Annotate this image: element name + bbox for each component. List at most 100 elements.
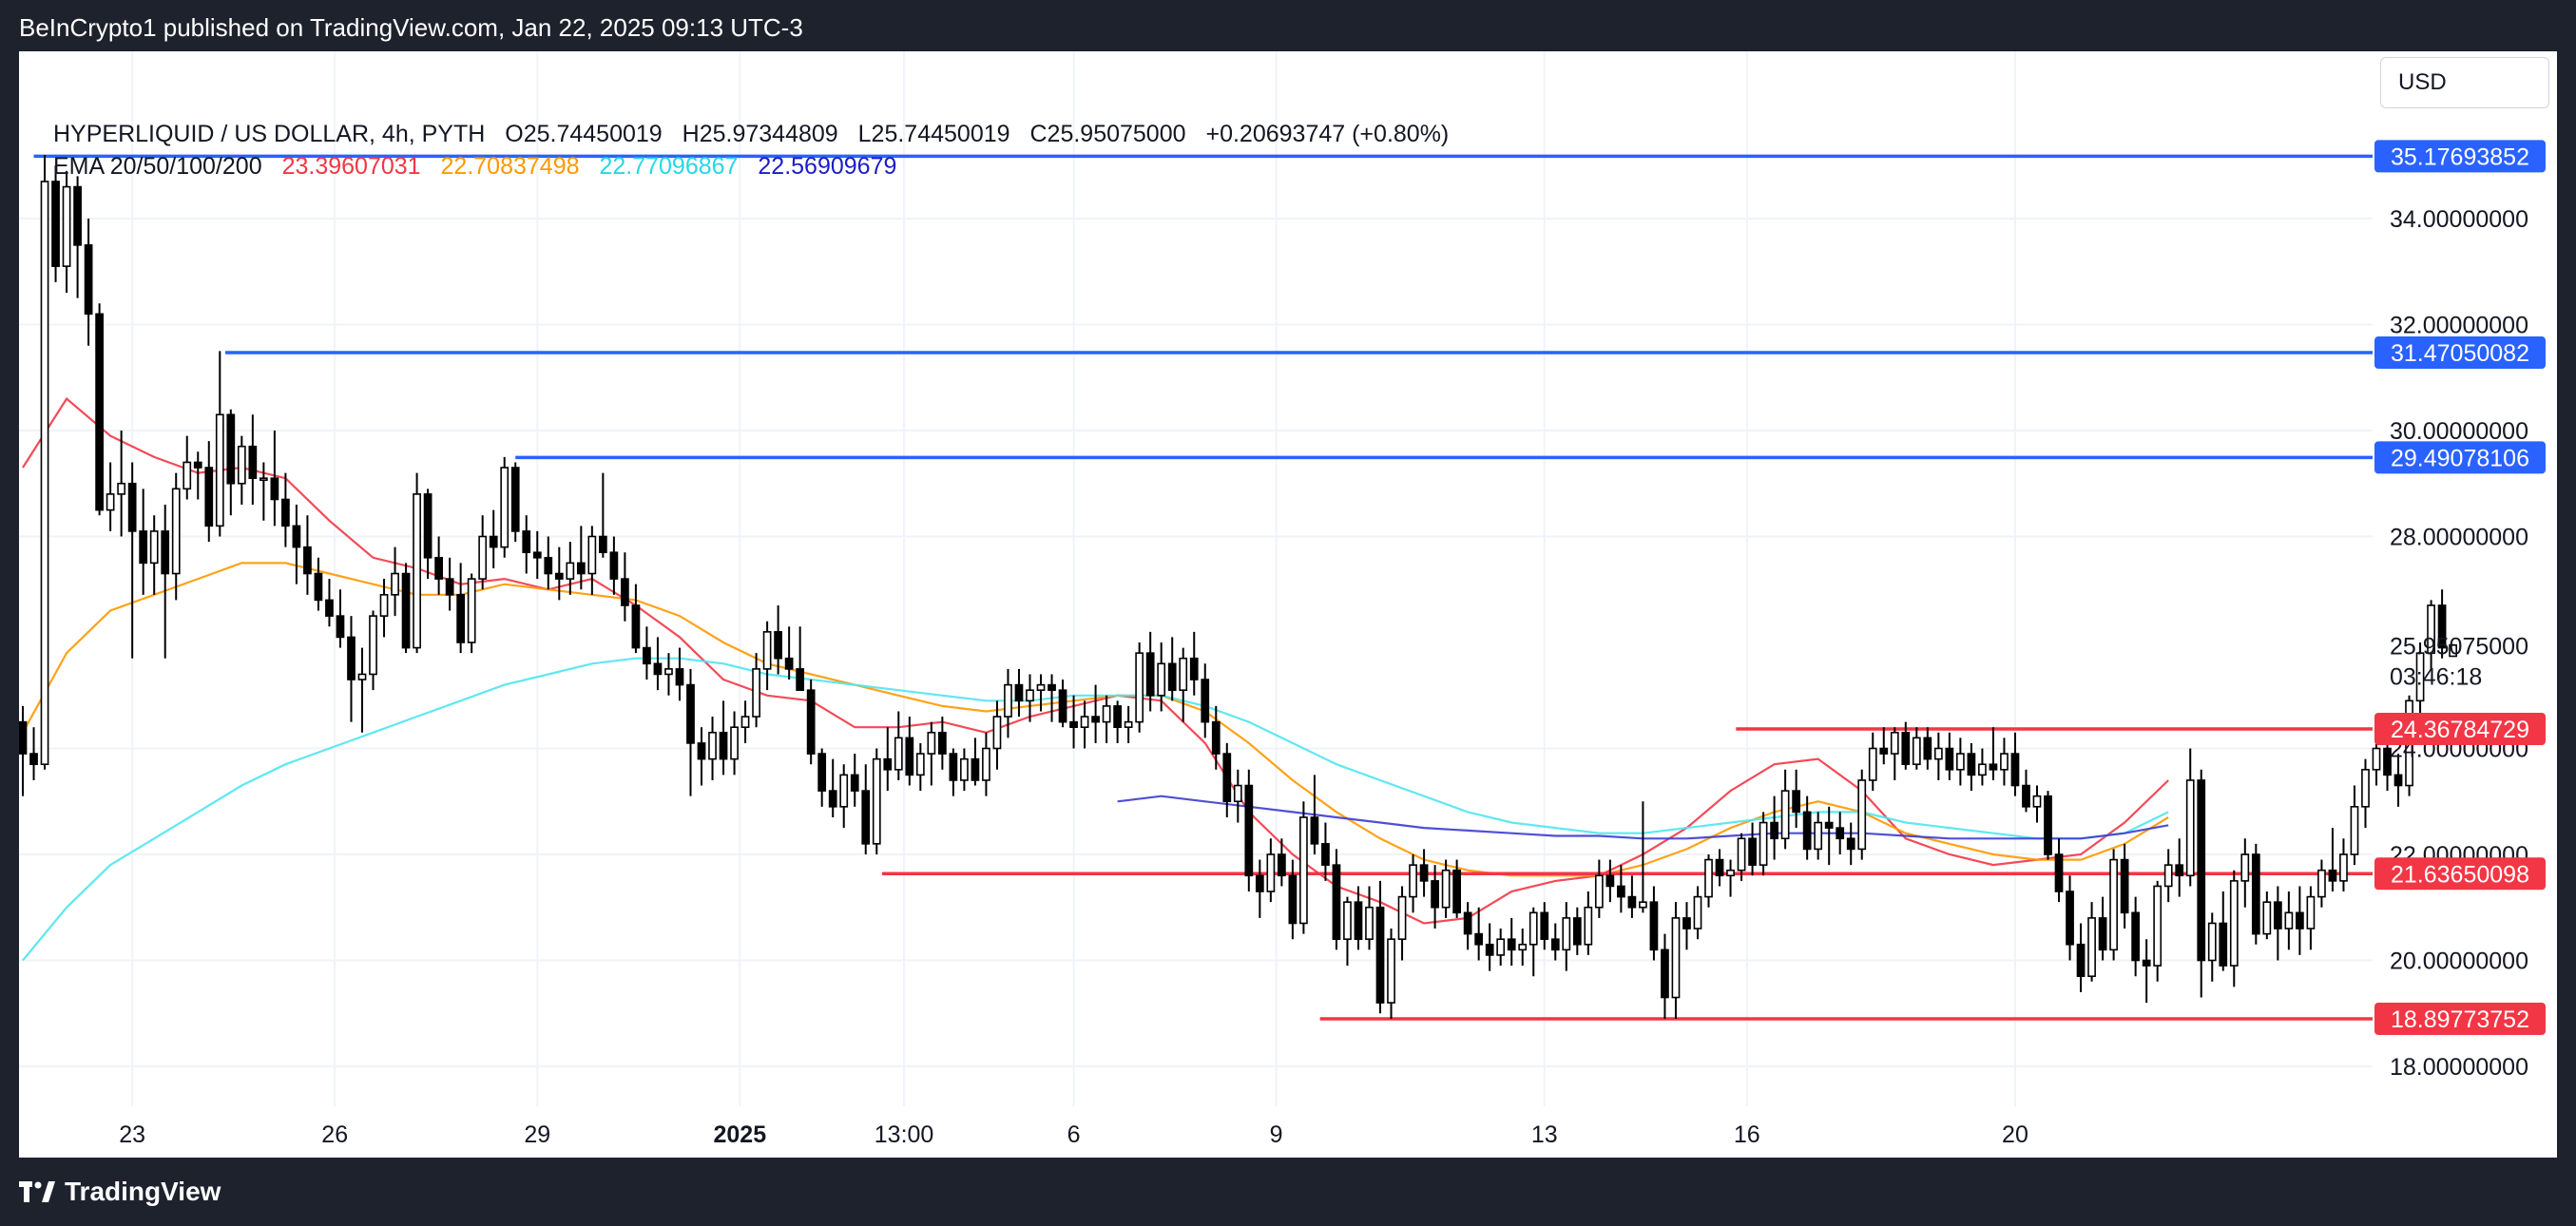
- candle-body: [796, 668, 805, 691]
- candle-body: [1661, 948, 1669, 999]
- candle-body: [1375, 906, 1385, 1004]
- candle-body: [1474, 932, 1484, 946]
- resistance-level-label-bg: [2374, 336, 2546, 370]
- candle-body: [500, 467, 509, 548]
- candle-body: [784, 657, 794, 670]
- candle-body: [434, 556, 443, 580]
- candle-body: [1682, 917, 1691, 929]
- candle-body: [2317, 869, 2326, 898]
- candle-body: [1102, 705, 1111, 723]
- candle-body: [1989, 763, 1998, 771]
- candle-body: [960, 757, 969, 781]
- candle-body: [817, 753, 827, 792]
- horizontal-levels: [33, 154, 2373, 1021]
- candle-body: [1332, 864, 1341, 941]
- x-tick-label: 13: [1531, 1121, 1558, 1148]
- candle-body: [1167, 662, 1177, 691]
- candle-body: [1124, 720, 1133, 728]
- published-info: BeInCrypto1 published on TradingView.com…: [19, 13, 803, 42]
- x-tick-label: 20: [2002, 1121, 2028, 1148]
- candle-body: [883, 757, 893, 771]
- candle-body: [1671, 917, 1681, 999]
- candle-body: [598, 535, 607, 554]
- candle-body: [894, 737, 903, 771]
- candle-body: [2175, 864, 2184, 877]
- candle-body: [215, 413, 224, 527]
- y-tick-label: 28.00000000: [2390, 525, 2528, 551]
- candle-body: [1726, 869, 1735, 877]
- candle-body: [872, 757, 881, 845]
- candle-body: [1397, 895, 1407, 940]
- candle-body: [1748, 837, 1757, 866]
- tradingview-logo[interactable]: TradingView: [19, 1177, 221, 1207]
- open-value: O25.74450019: [505, 121, 663, 147]
- candle-body: [1627, 895, 1637, 909]
- candle-body: [1956, 753, 1965, 771]
- candle-body: [1649, 901, 1659, 951]
- candle-body: [752, 668, 760, 718]
- candle-body: [905, 737, 914, 776]
- candle-body: [117, 482, 126, 495]
- candle-body: [1780, 790, 1790, 840]
- candle-body: [762, 631, 772, 670]
- candle-body: [1584, 906, 1593, 946]
- candle-body: [1550, 938, 1560, 951]
- candle-body: [1704, 858, 1713, 898]
- support-level-label: 21.63650098: [2391, 861, 2529, 888]
- candle-body: [1737, 837, 1746, 872]
- candle-body: [2163, 864, 2173, 888]
- candle-body: [281, 498, 290, 527]
- candle-body: [1846, 837, 1855, 851]
- candle-body: [2251, 853, 2260, 935]
- candle-body: [423, 493, 433, 559]
- candle-body: [1026, 689, 1034, 702]
- candle-body: [2449, 643, 2457, 658]
- candle-body: [19, 720, 28, 755]
- candle-body: [171, 488, 181, 575]
- candle-body: [478, 535, 488, 580]
- low-value: L25.74450019: [857, 121, 1010, 147]
- candle-body: [1431, 880, 1439, 909]
- candle-body: [40, 181, 49, 766]
- candle-body: [2197, 779, 2206, 962]
- ema200-value: 22.56909679: [758, 153, 897, 180]
- candle-body: [2328, 869, 2337, 882]
- candle-body: [1145, 652, 1155, 697]
- candle-body: [1135, 652, 1144, 723]
- candle-body: [2284, 911, 2294, 929]
- candle-body: [686, 683, 695, 744]
- change-value: +0.20693747 (+0.80%): [1205, 121, 1450, 147]
- candle-body: [1419, 864, 1429, 882]
- candle-body: [1048, 683, 1056, 691]
- candle-body: [1901, 731, 1911, 766]
- ema-line: [22, 396, 2169, 925]
- candle-body: [1365, 906, 1374, 941]
- candle-body: [1354, 901, 1363, 940]
- candle-body: [949, 753, 958, 781]
- symbol-label[interactable]: HYPERLIQUID / US DOLLAR, 4h, PYTH: [53, 121, 486, 147]
- top-bar: BeInCrypto1 published on TradingView.com…: [0, 0, 2576, 51]
- support-level-label-bg: [2374, 712, 2546, 745]
- price-axis[interactable]: 18.0000000020.0000000022.0000000024.0000…: [2374, 140, 2546, 1081]
- time-axis[interactable]: 23 26 29 2025 13:00 6 9 13 16 20: [119, 1121, 2028, 1148]
- candle-body: [1594, 874, 1604, 909]
- candle-body: [2054, 853, 2064, 892]
- candle-body: [1792, 790, 1801, 814]
- candle-body: [937, 731, 947, 755]
- ema-label[interactable]: EMA 20/50/100/200: [53, 153, 262, 180]
- candle-body: [1496, 938, 1506, 956]
- candle-body: [1080, 716, 1089, 728]
- currency-button[interactable]: USD: [2380, 57, 2549, 108]
- chart-area[interactable]: 18.00000000 20.00000000 22.00000000 24.0000…: [19, 51, 2557, 1158]
- ema-row: EMA 20/50/100/200 23.39607031 22.7083749…: [53, 150, 1462, 182]
- candle-body: [1244, 784, 1254, 877]
- candle-body: [2273, 901, 2282, 929]
- candle-body: [2350, 806, 2359, 855]
- candle-body: [1036, 683, 1046, 691]
- tradingview-logo-icon: [19, 1181, 55, 1202]
- candle-body: [1058, 689, 1067, 723]
- candle-body: [1441, 869, 1451, 909]
- chart-canvas[interactable]: 18.0000000020.0000000022.0000000024.0000…: [19, 51, 2557, 1158]
- candle-body: [1617, 885, 1625, 898]
- candle-body: [456, 594, 466, 643]
